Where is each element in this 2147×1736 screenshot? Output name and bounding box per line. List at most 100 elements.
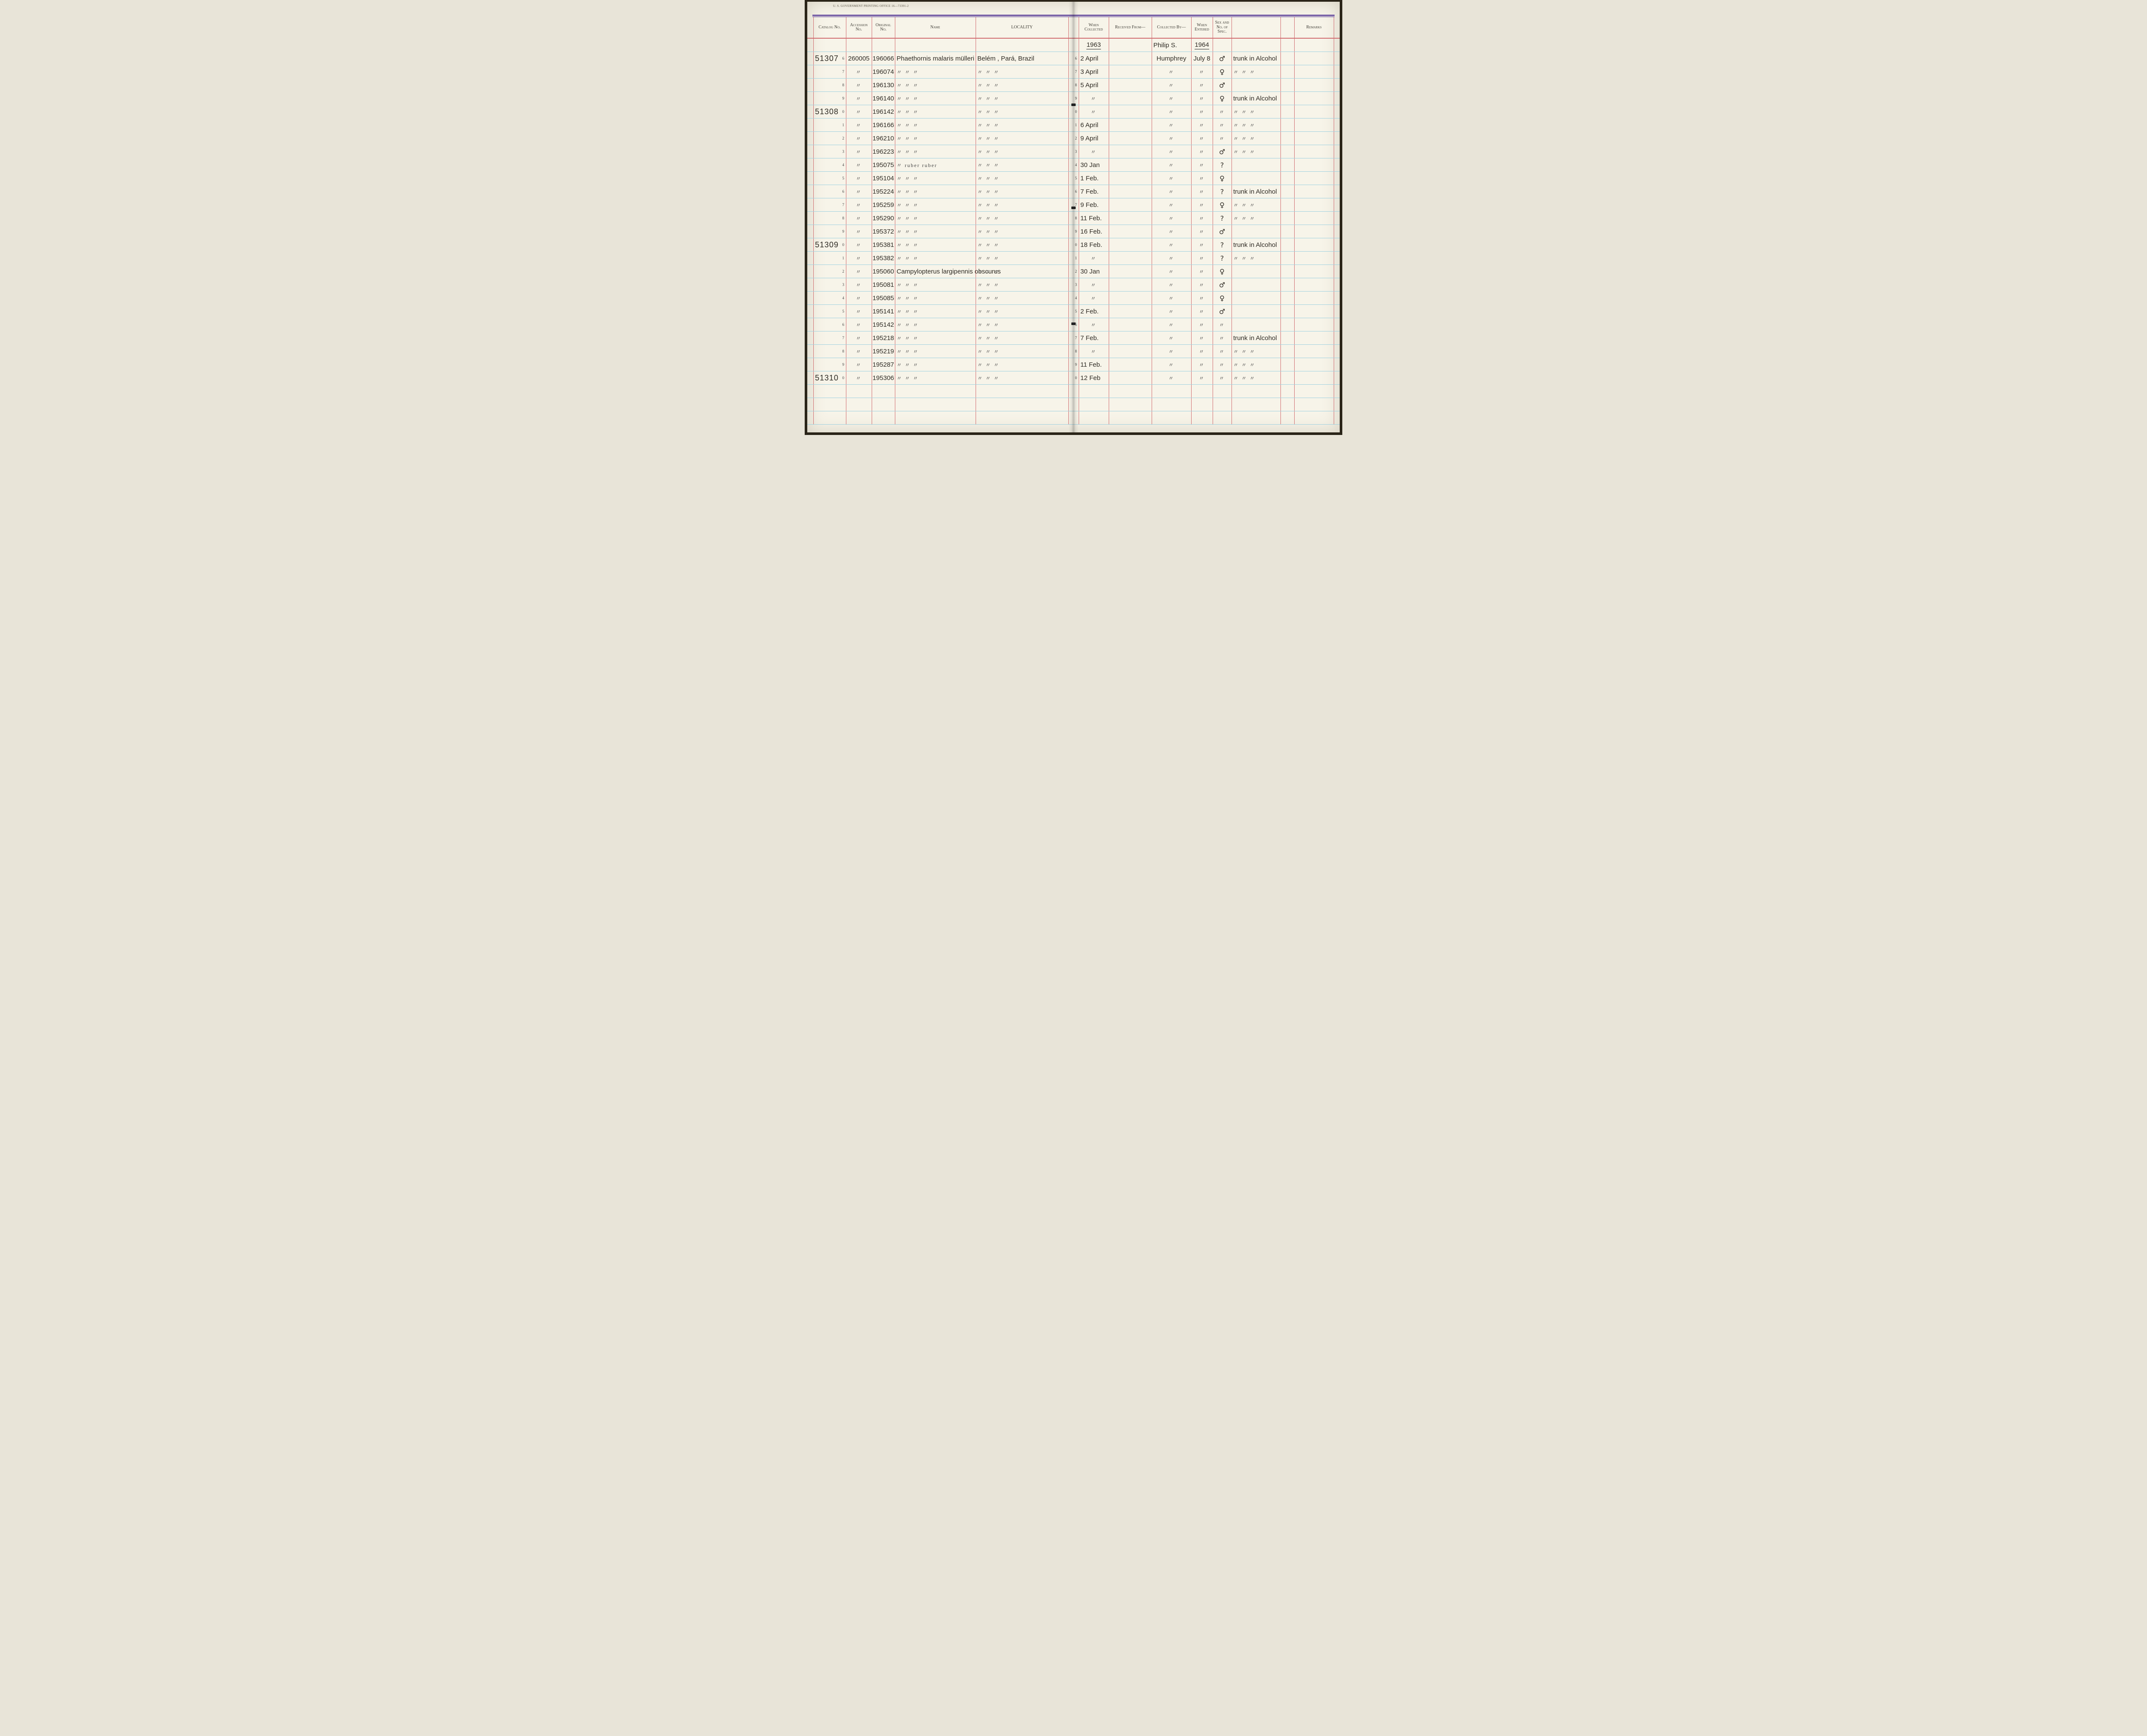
- cell-original: 196066: [872, 52, 895, 65]
- table-row: 513076260005196066Phaethornis malaris mü…: [807, 52, 1340, 65]
- cell-sex: 〃: [1213, 105, 1232, 118]
- cell-original: 196142: [872, 105, 895, 118]
- printed-line-digit-right: 6: [1068, 185, 1079, 198]
- table-row: 513090〃195381〃 〃 〃〃 〃 〃018 Feb.〃〃?trunk …: [807, 238, 1340, 252]
- cell-when-entered: 〃: [1191, 371, 1213, 384]
- cell-remarks: [1294, 198, 1334, 211]
- table-row: 8〃195219〃 〃 〃〃 〃 〃8〃〃〃〃〃 〃 〃: [807, 345, 1340, 358]
- cell-when-collected: 18 Feb.: [1079, 238, 1109, 251]
- cell-accession: 〃: [846, 172, 872, 185]
- table-row: [807, 398, 1340, 411]
- cell-remarks: [1294, 52, 1334, 65]
- cell-collected-by: 〃: [1152, 225, 1191, 238]
- printed-line-digit-left: 8: [842, 349, 845, 353]
- cell-received-from: [1109, 105, 1152, 118]
- cell-collected-by: 〃: [1152, 132, 1191, 145]
- cell-note: trunk in Alcohol: [1232, 331, 1280, 344]
- cell-catalog: 8: [813, 212, 846, 225]
- cell-collected-by: 〃: [1152, 371, 1191, 384]
- binder-clip-icon: [1071, 207, 1076, 209]
- bottom-margin: [807, 425, 1340, 432]
- cell-name: 〃 〃 〃: [895, 65, 976, 78]
- cell-catalog: 9: [813, 92, 846, 105]
- cell-when-collected: 〃: [1079, 105, 1109, 118]
- cell-accession: 〃: [846, 158, 872, 171]
- table-row: 4〃195075〃 ruber ruber〃 〃 〃430 Jan〃〃?: [807, 158, 1340, 172]
- cell-collected-by: 〃: [1152, 79, 1191, 91]
- cell-name: 〃 〃 〃: [895, 172, 976, 185]
- cell-sex: ?: [1213, 185, 1232, 198]
- cell-received-from: [1109, 252, 1152, 265]
- imprint-line: U. S. GOVERNMENT PRINTING OFFICE 16—7339…: [833, 4, 909, 8]
- cell-remarks: [1294, 212, 1334, 225]
- cell-note: 〃 〃 〃: [1232, 345, 1280, 358]
- cell-note: [1232, 305, 1280, 318]
- printed-line-digit-left: 8: [842, 83, 845, 87]
- cell-locality: 〃 〃 〃: [976, 92, 1068, 105]
- binder-clip-icon: [1071, 322, 1076, 325]
- cell-accession: 〃: [846, 265, 872, 278]
- cell-accession: 〃: [846, 145, 872, 158]
- cell-sex: ?: [1213, 252, 1232, 265]
- cell-collected-by: 〃: [1152, 238, 1191, 251]
- cell-catalog: 2: [813, 265, 846, 278]
- cell-remarks: [1294, 119, 1334, 131]
- cell-remarks: [1294, 158, 1334, 171]
- cell-remarks: [1294, 79, 1334, 91]
- printed-line-digit-right: 3: [1068, 145, 1079, 158]
- cell-name: 〃 〃 〃: [895, 318, 976, 331]
- printed-line-digit-left: 5: [842, 309, 845, 313]
- table-row: 7〃196074〃 〃 〃〃 〃 〃73 April〃〃♀〃 〃 〃: [807, 65, 1340, 79]
- cell-received-from: [1109, 185, 1152, 198]
- cell-when-collected: 1 Feb.: [1079, 172, 1109, 185]
- printed-line-digit-right: 2: [1068, 132, 1079, 145]
- cell-when-collected: 7 Feb.: [1079, 185, 1109, 198]
- cell-note: trunk in Alcohol: [1232, 238, 1280, 251]
- col-header-original: Original No.: [872, 17, 895, 38]
- cell-sex: ♀: [1213, 172, 1232, 185]
- catalog-number: 51307: [815, 54, 839, 63]
- cell-accession: 〃: [846, 212, 872, 225]
- cell-name: 〃 〃 〃: [895, 79, 976, 91]
- rows-container: 1963 Philip S. 1964 513076260005196066Ph…: [807, 39, 1340, 425]
- cell-received-from: [1109, 331, 1152, 344]
- cell-collected-by: 〃: [1152, 145, 1191, 158]
- cell-locality: 〃 〃 〃: [976, 65, 1068, 78]
- cell-name: 〃 〃 〃: [895, 132, 976, 145]
- cell-remarks: [1294, 318, 1334, 331]
- table-row: 7〃195259〃 〃 〃〃 〃 〃79 Feb.〃〃♀〃 〃 〃: [807, 198, 1340, 212]
- cell-accession: 〃: [846, 331, 872, 344]
- cell-collected-by: 〃: [1152, 212, 1191, 225]
- header-row: Catalog No. Accession No. Original No. N…: [807, 17, 1340, 39]
- printed-line-digit-left: 9: [842, 229, 845, 234]
- cell-collected-by: 〃: [1152, 331, 1191, 344]
- cell-note: 〃 〃 〃: [1232, 119, 1280, 131]
- cell-locality: 〃 〃 〃: [976, 278, 1068, 291]
- cell-when-collected: 7 Feb.: [1079, 331, 1109, 344]
- col-header-remarks: Remarks: [1294, 17, 1334, 38]
- cell-when-collected: 3 April: [1079, 65, 1109, 78]
- cell-original: 195382: [872, 252, 895, 265]
- cell-collected-by: 〃: [1152, 105, 1191, 118]
- cell-locality: 〃 〃 〃: [976, 252, 1068, 265]
- cell-received-from: [1109, 371, 1152, 384]
- col-header-catalog: Catalog No.: [813, 17, 846, 38]
- table-row: 1〃196166〃 〃 〃〃 〃 〃16 April〃〃〃〃 〃 〃: [807, 119, 1340, 132]
- printed-line-digit-left: 6: [842, 322, 845, 327]
- cell-note: [1232, 278, 1280, 291]
- cell-when-entered: 〃: [1191, 265, 1213, 278]
- cell-locality: 〃 〃 〃: [976, 105, 1068, 118]
- cell-catalog: 7: [813, 65, 846, 78]
- cell-catalog: 4: [813, 292, 846, 304]
- cell-locality: 〃 〃 〃: [976, 185, 1068, 198]
- cell-when-collected: 〃: [1079, 318, 1109, 331]
- cell-when-entered: 〃: [1191, 238, 1213, 251]
- cell-note: [1232, 292, 1280, 304]
- cell-accession: 〃: [846, 79, 872, 91]
- table-row: 5〃195104〃 〃 〃〃 〃 〃51 Feb.〃〃♀: [807, 172, 1340, 185]
- printed-line-digit-left: 7: [842, 336, 845, 340]
- header-collector-line1: Philip S.: [1152, 39, 1191, 52]
- cell-note: [1232, 265, 1280, 278]
- cell-sex: ?: [1213, 212, 1232, 225]
- cell-received-from: [1109, 212, 1152, 225]
